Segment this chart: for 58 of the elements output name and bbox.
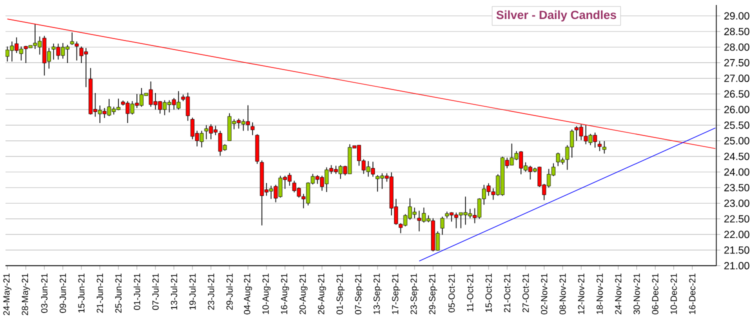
x-tick-label: 16-Aug-21: [280, 274, 290, 314]
x-tick-label: 07-Jul-21: [152, 274, 159, 310]
x-tick-label: 24-May-21: [3, 274, 12, 316]
candlestick: [440, 216, 444, 236]
x-tick-label: 27-Oct-21: [522, 274, 529, 312]
x-tick-label: 25-Jun-21: [115, 274, 122, 313]
x-tick-label: 21-Oct-21: [504, 274, 510, 312]
y-tick-label: 21.50: [724, 246, 750, 254]
x-tick-label: 15-Oct-21: [485, 274, 492, 312]
x-tick-label: 01-Sep-21: [336, 274, 345, 314]
x-tick-label: 09-Jun-21: [60, 274, 66, 313]
x-tick-label: 04-Aug-21: [244, 274, 252, 314]
x-tick-label: 01-Jul-21: [134, 274, 140, 310]
y-tick-label: 21.00: [724, 262, 750, 270]
x-tick-label: 23-Sep-21: [410, 274, 419, 314]
x-tick-label: 11-Oct-21: [466, 274, 474, 312]
x-tick-label: 06-Dec-21: [652, 274, 658, 314]
y-tick-label: 27.00: [724, 74, 750, 82]
x-tick-label: 13-Sep-21: [374, 274, 382, 314]
x-tick-label: 30-Nov-21: [634, 274, 640, 314]
y-tick-label: 22.00: [724, 230, 750, 238]
y-tick-label: 25.50: [724, 121, 750, 129]
x-tick-label: 23-Jul-21: [208, 274, 214, 310]
y-tick-label: 23.00: [724, 200, 750, 207]
x-tick-label: 10-Dec-21: [670, 274, 677, 314]
x-tick-label: 29-Jul-21: [226, 274, 233, 310]
x-tick-label: 20-Aug-21: [299, 274, 308, 314]
x-tick-label: 02-Nov-21: [541, 274, 548, 314]
x-tick-label: 26-Aug-21: [318, 274, 326, 314]
x-tick-label: 08-Nov-21: [560, 274, 566, 314]
y-tick-label: 24.00: [724, 168, 750, 176]
x-tick-label: 16-Dec-21: [689, 274, 696, 314]
y-tick-label: 28.00: [724, 43, 750, 51]
y-tick-label: 23.50: [724, 184, 750, 192]
x-tick-label: 19-Jul-21: [189, 274, 196, 310]
y-tick-label: 22.50: [724, 215, 750, 222]
x-tick-label: 24-Nov-21: [615, 274, 622, 314]
candlestick: [250, 122, 255, 136]
x-tick-label: 15-Jun-21: [78, 274, 85, 312]
x-tick-label: 10-Aug-21: [262, 274, 271, 314]
y-tick-label: 27.50: [724, 59, 750, 66]
x-tick-label: 13-Jul-21: [170, 274, 178, 310]
x-tick-label: 12-Nov-21: [578, 274, 584, 314]
x-tick-label: 03-Jun-21: [41, 274, 48, 313]
x-tick-label: 29-Sep-21: [429, 274, 438, 314]
y-tick-label: 24.50: [724, 152, 750, 160]
x-tick-label: 05-Oct-21: [448, 274, 455, 312]
x-tick-label: 28-May-21: [22, 274, 30, 316]
y-tick-label: 25.00: [724, 137, 750, 144]
chart-title: Silver - Daily Candles: [496, 10, 616, 22]
y-tick-label: 26.50: [724, 90, 750, 98]
x-tick-label: 21-Jun-21: [96, 274, 104, 313]
y-tick-label: 26.00: [724, 106, 750, 114]
y-tick-label: 28.50: [724, 28, 750, 36]
x-tick-label: 07-Sep-21: [355, 274, 364, 314]
y-tick-label: 29.00: [724, 12, 750, 20]
x-tick-label: 18-Nov-21: [596, 274, 603, 314]
x-tick-label: 17-Sep-21: [392, 274, 400, 314]
